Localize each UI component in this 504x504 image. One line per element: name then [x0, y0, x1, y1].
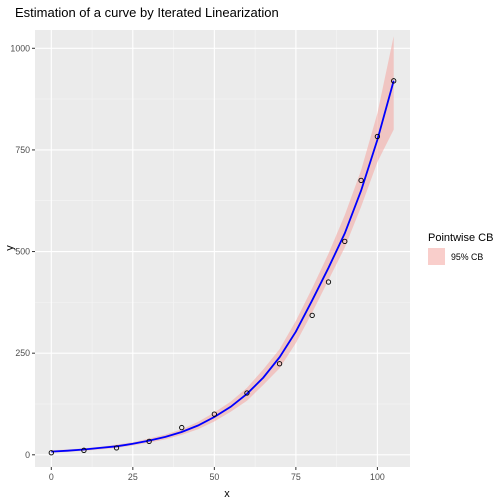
y-tick-label: 1000 — [10, 43, 30, 53]
y-tick-label: 250 — [15, 348, 30, 358]
chart-title: Estimation of a curve by Iterated Linear… — [15, 5, 279, 20]
y-axis-ticks: 0 250 500 750 1000 — [10, 43, 35, 460]
x-tick-label: 0 — [49, 472, 54, 482]
y-tick-label: 500 — [15, 247, 30, 257]
data-point — [358, 177, 364, 184]
legend: Pointwise CB 95% CB — [428, 232, 493, 265]
legend-title: Pointwise CB — [428, 232, 493, 244]
x-axis-ticks: 0 25 50 75 100 — [49, 467, 385, 482]
data-point — [48, 450, 54, 456]
data-point — [244, 390, 250, 396]
data-point — [342, 238, 348, 245]
observed-points — [48, 78, 397, 456]
data-point — [276, 361, 283, 367]
data-point — [81, 447, 87, 453]
data-point — [374, 133, 381, 140]
x-tick-label: 50 — [209, 472, 219, 482]
minor-gridlines — [35, 30, 410, 467]
plot-panel — [35, 30, 410, 467]
x-tick-label: 75 — [291, 472, 301, 482]
y-tick-label: 0 — [25, 450, 30, 460]
y-axis-title: y — [4, 245, 16, 251]
data-point — [391, 78, 397, 84]
legend-key-95-cb — [428, 248, 445, 265]
major-gridlines — [35, 30, 410, 467]
data-point — [113, 445, 120, 451]
x-tick-label: 25 — [128, 472, 138, 482]
legend-label-95-cb: 95% CB — [451, 252, 483, 262]
data-point — [146, 438, 152, 445]
data-point — [309, 312, 315, 319]
data-point — [211, 411, 217, 417]
fitted-curve — [51, 80, 395, 453]
y-tick-label: 750 — [15, 145, 30, 155]
data-point — [325, 279, 332, 285]
x-tick-label: 100 — [370, 472, 385, 482]
data-point — [179, 424, 185, 431]
x-axis-title: x — [224, 488, 230, 500]
